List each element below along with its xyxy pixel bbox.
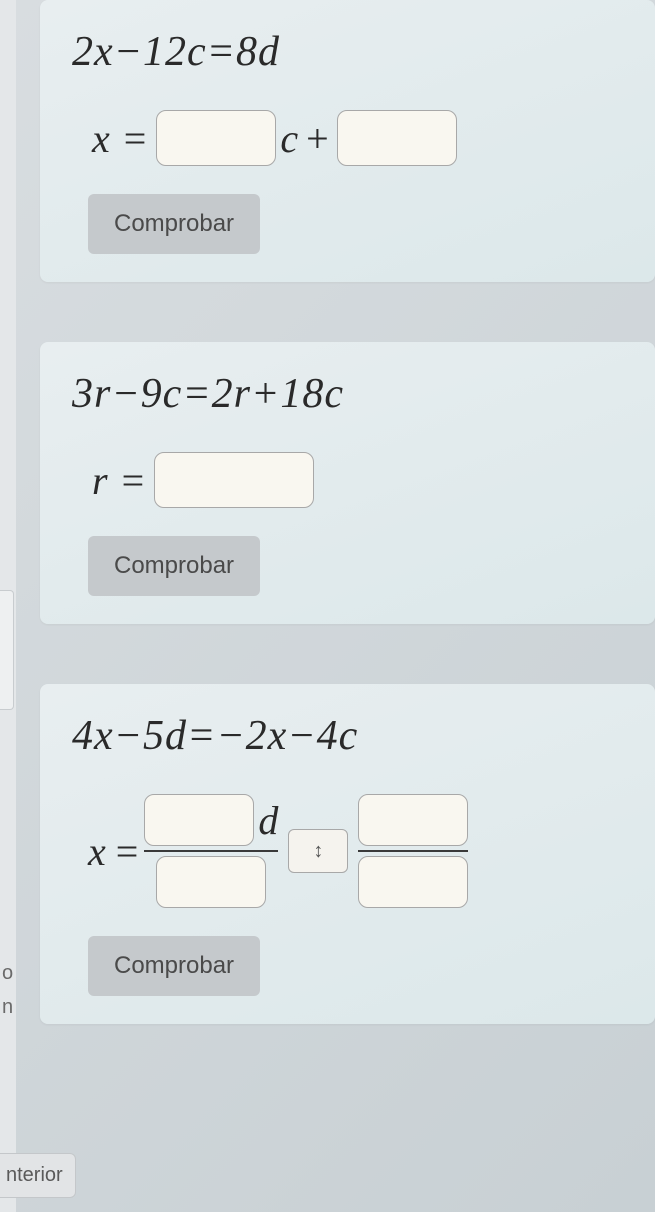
fraction-right — [358, 794, 468, 908]
check-button[interactable]: Comprobar — [88, 936, 260, 996]
denominator-input-2[interactable] — [358, 856, 468, 908]
operator-select[interactable]: ↕ — [288, 829, 348, 873]
numerator-variable: d — [258, 797, 278, 844]
answer-row: x = c + — [92, 110, 623, 166]
equals-sign: = — [122, 457, 145, 504]
exercise-card-2: 3r−9c=2r+18c r = Comprobar — [40, 342, 655, 624]
answer-variable: x — [88, 828, 106, 875]
equation-text: 3r−9c=2r+18c — [72, 370, 623, 418]
exercise-card-3: 4x−5d=−2x−4c x = d ↕ — [40, 684, 655, 1024]
coefficient-input-1[interactable] — [156, 110, 276, 166]
fraction-bar — [144, 850, 278, 852]
cutoff-label-n: n — [2, 996, 13, 1019]
answer-variable: r — [92, 457, 108, 504]
fraction-left: d — [144, 794, 278, 908]
coefficient-input-2[interactable] — [337, 110, 457, 166]
plus-sign: + — [306, 115, 329, 162]
value-input[interactable] — [154, 452, 314, 508]
numerator-input-1[interactable] — [144, 794, 254, 846]
check-button[interactable]: Comprobar — [88, 194, 260, 254]
previous-button[interactable]: nterior — [0, 1153, 76, 1198]
check-button[interactable]: Comprobar — [88, 536, 260, 596]
answer-row: x = d ↕ — [88, 794, 623, 908]
answer-row: r = — [92, 452, 623, 508]
answer-variable: x — [92, 115, 110, 162]
exercise-card-1: 2x−12c=8d x = c + Comprobar — [40, 0, 655, 282]
fraction-bar — [358, 850, 468, 852]
numerator-input-2[interactable] — [358, 794, 468, 846]
equation-text: 2x−12c=8d — [72, 28, 623, 76]
side-nav-fragment — [0, 590, 14, 710]
cutoff-label-o: o — [2, 962, 13, 985]
updown-icon: ↕ — [313, 840, 323, 863]
mid-variable: c — [280, 115, 298, 162]
denominator-input-1[interactable] — [156, 856, 266, 908]
equation-text: 4x−5d=−2x−4c — [72, 712, 623, 760]
equals-sign: = — [124, 115, 147, 162]
equals-sign: = — [116, 828, 139, 875]
